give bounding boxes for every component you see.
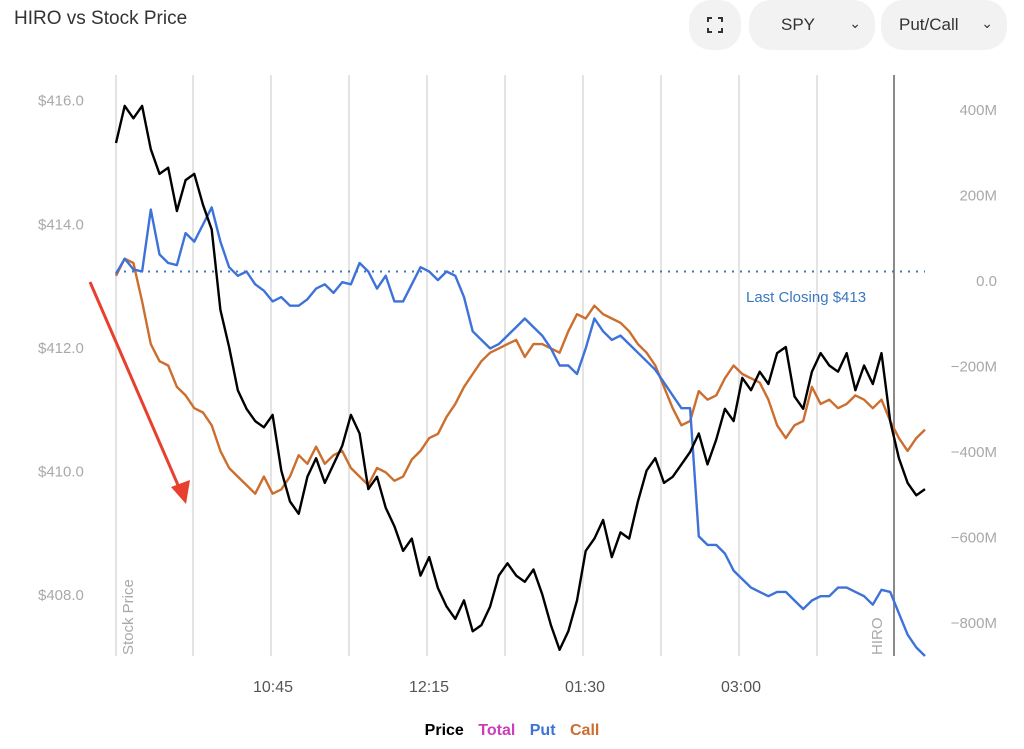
left-tick-label: $410.0 bbox=[38, 464, 84, 481]
left-tick-label: $416.0 bbox=[38, 93, 84, 110]
legend-call[interactable]: Call bbox=[569, 722, 600, 739]
down-arrow-annotation bbox=[88, 281, 190, 504]
mode-select-value: Put/Call bbox=[899, 15, 959, 34]
left-axis-label: Stock Price bbox=[120, 579, 137, 655]
series-lines bbox=[114, 104, 926, 657]
chevron-down-icon: ⌄ bbox=[849, 15, 861, 31]
chevron-down-icon: ⌄ bbox=[981, 15, 993, 31]
legend-total[interactable]: Total bbox=[478, 722, 516, 739]
right-tick-label: −400M bbox=[951, 444, 997, 461]
series-price-line bbox=[114, 104, 926, 651]
left-tick-label: $414.0 bbox=[38, 216, 84, 233]
right-tick-label: −200M bbox=[951, 359, 997, 376]
right-tick-label: 200M bbox=[959, 188, 997, 205]
left-axis-ticks: $416.0 $414.0 $412.0 $410.0 $408.0 bbox=[38, 93, 84, 604]
right-axis-label: HIRO bbox=[869, 618, 886, 656]
legend-put[interactable]: Put bbox=[529, 722, 556, 739]
hiro-chart: $416.0 $414.0 $412.0 $410.0 $408.0 400M 200M 0… bbox=[38, 75, 997, 696]
page-title: HIRO vs Stock Price bbox=[14, 8, 188, 29]
right-axis-ticks: 400M 200M 0.0 −200M −400M −600M −800M bbox=[951, 102, 997, 632]
chart-grid bbox=[115, 75, 925, 656]
fullscreen-button[interactable] bbox=[689, 0, 741, 50]
right-tick-label: −800M bbox=[951, 615, 997, 632]
series-put-line bbox=[114, 206, 926, 657]
legend-price[interactable]: Price bbox=[424, 722, 464, 739]
fullscreen-icon bbox=[707, 17, 723, 33]
x-tick-label: 01:30 bbox=[565, 679, 605, 696]
x-tick-label: 12:15 bbox=[409, 679, 449, 696]
series-call-line bbox=[114, 257, 926, 495]
last-closing-annotation: Last Closing $413 bbox=[746, 289, 866, 306]
symbol-select-value: SPY bbox=[781, 15, 816, 34]
right-tick-label: 0.0 bbox=[976, 273, 997, 290]
x-axis-ticks: 10:45 12:15 01:30 03:00 bbox=[253, 679, 761, 696]
right-tick-label: −600M bbox=[951, 529, 997, 546]
x-tick-label: 10:45 bbox=[253, 679, 293, 696]
symbol-select[interactable]: SPY ⌄ bbox=[749, 0, 875, 50]
chart-legend: Price Total Put Call bbox=[0, 722, 1024, 740]
left-tick-label: $412.0 bbox=[38, 340, 84, 357]
x-tick-label: 03:00 bbox=[721, 679, 761, 696]
mode-select[interactable]: Put/Call ⌄ bbox=[881, 0, 1007, 50]
right-tick-label: 400M bbox=[959, 102, 997, 119]
left-tick-label: $408.0 bbox=[38, 587, 84, 604]
